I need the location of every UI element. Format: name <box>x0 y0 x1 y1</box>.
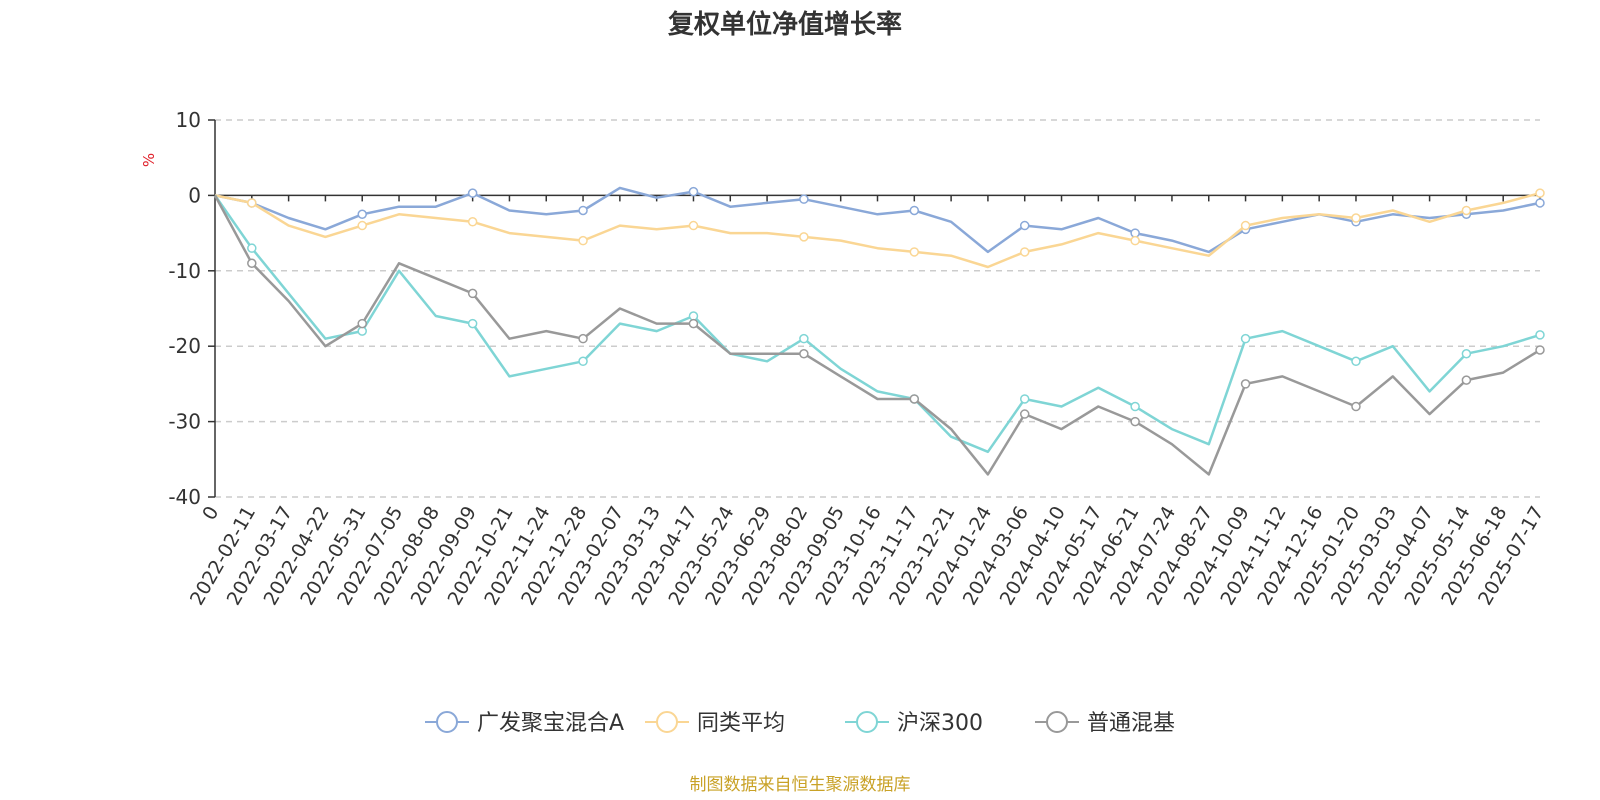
series-point <box>1130 416 1140 427</box>
x-tick-labels: 02022-02-112022-03-172022-04-222022-05-3… <box>186 503 1548 610</box>
series-point <box>1461 375 1472 385</box>
series-point <box>1535 345 1545 355</box>
legend: 广发聚宝混合A 同类平均 沪深300 普通混基 <box>425 711 1175 736</box>
legend-label: 同类平均 <box>697 711 785 736</box>
axes <box>208 119 1541 498</box>
series-point <box>688 318 699 329</box>
series-point <box>467 288 478 299</box>
series-point <box>578 235 588 246</box>
series-point <box>909 394 920 404</box>
y-tick-labels: 10 0 -10 -20 -30 -40 <box>168 108 201 509</box>
series-point <box>247 198 257 208</box>
series-point <box>1240 220 1251 231</box>
x-origin-label: 0 <box>198 503 223 524</box>
series-point <box>1240 379 1251 389</box>
series-lines <box>213 186 1545 476</box>
legend-marker <box>436 711 458 733</box>
series-point <box>688 220 699 231</box>
y-tick-label: 0 <box>188 183 201 207</box>
series-point <box>578 205 588 216</box>
source-note: 制图数据来自恒生聚源数据库 <box>690 775 911 795</box>
series-point <box>909 205 920 216</box>
series-point <box>1535 330 1545 340</box>
series-line <box>214 191 1541 269</box>
y-tick-label: -40 <box>168 485 201 509</box>
chart-title: 复权单位净值增长率 <box>668 9 902 40</box>
series-point <box>1019 220 1030 231</box>
legend-label: 普通混基 <box>1087 711 1175 736</box>
legend-marker <box>1046 711 1068 733</box>
series-point <box>578 356 588 367</box>
legend-label: 广发聚宝混合A <box>477 711 624 736</box>
series-point <box>1535 188 1545 198</box>
series-line <box>213 194 1541 454</box>
series-point <box>1535 198 1545 208</box>
series-point <box>1019 394 1030 404</box>
series-point <box>467 318 478 329</box>
series-point <box>357 220 367 231</box>
series-point <box>467 188 478 198</box>
series-point <box>1019 247 1030 257</box>
series-point <box>1240 333 1251 344</box>
legend-marker <box>656 711 678 733</box>
y-tick-label: -20 <box>168 334 201 358</box>
series-point <box>688 186 699 197</box>
series-line <box>213 194 1541 476</box>
series-point <box>1461 348 1472 359</box>
series-point <box>1130 401 1140 412</box>
series-point <box>1461 205 1472 216</box>
series-point <box>799 194 809 204</box>
series-point <box>357 209 367 219</box>
series-point <box>1351 213 1361 223</box>
y-tick-label: -30 <box>168 410 201 434</box>
legend-marker <box>856 711 878 733</box>
series-point <box>247 243 257 253</box>
series-point <box>799 333 809 344</box>
series-point <box>1019 409 1030 419</box>
legend-label: 沪深300 <box>897 711 983 736</box>
series-point <box>1130 235 1140 246</box>
series-point <box>578 333 588 344</box>
y-axis-unit: % <box>140 153 158 167</box>
series-point <box>1351 356 1361 367</box>
y-tick-label: 10 <box>176 108 201 132</box>
series-point <box>357 318 367 329</box>
series-point <box>909 247 920 257</box>
series-point <box>799 232 809 242</box>
series-point <box>467 217 478 227</box>
series-point <box>1351 401 1361 412</box>
series-point <box>799 348 809 359</box>
y-tick-label: -10 <box>168 259 201 283</box>
grid-lines <box>215 119 1540 498</box>
series-point <box>247 258 257 269</box>
